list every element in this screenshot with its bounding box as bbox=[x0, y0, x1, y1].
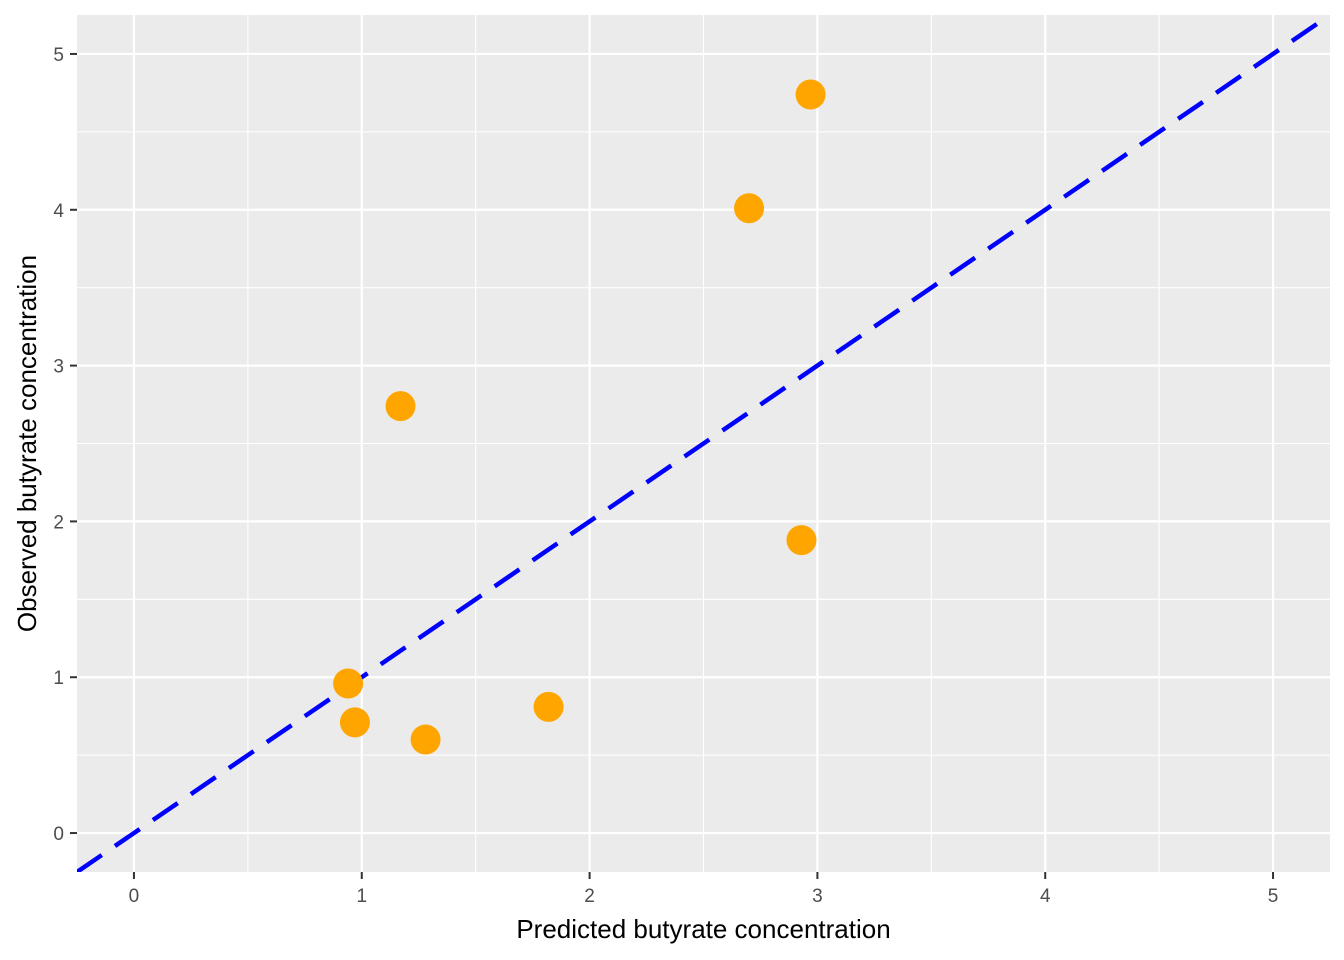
data-point bbox=[795, 79, 826, 110]
data-point bbox=[410, 724, 441, 755]
y-tick-label: 1 bbox=[53, 668, 64, 689]
y-tick-label: 4 bbox=[53, 201, 64, 222]
x-tick-label: 3 bbox=[812, 886, 823, 907]
x-tick-label: 2 bbox=[584, 886, 595, 907]
x-axis-title: Predicted butyrate concentration bbox=[516, 914, 890, 944]
plot-area bbox=[77, 15, 1330, 872]
x-tick-label: 1 bbox=[356, 886, 367, 907]
y-axis-ticks: 0 1 2 3 4 5 bbox=[53, 45, 77, 845]
data-point bbox=[385, 391, 416, 422]
data-point bbox=[533, 691, 564, 722]
data-point bbox=[333, 668, 364, 699]
y-tick-label: 5 bbox=[53, 45, 64, 66]
major-gridlines bbox=[77, 15, 1330, 872]
identity-reference-line bbox=[77, 15, 1330, 872]
x-axis-ticks: 0 1 2 3 4 5 bbox=[129, 872, 1279, 907]
y-tick-label: 2 bbox=[53, 512, 64, 533]
data-point bbox=[786, 525, 817, 556]
data-point bbox=[734, 193, 765, 224]
data-points bbox=[333, 79, 826, 755]
x-tick-label: 4 bbox=[1040, 886, 1051, 907]
x-tick-label: 0 bbox=[129, 886, 140, 907]
x-tick-label: 5 bbox=[1268, 886, 1279, 907]
y-tick-label: 0 bbox=[53, 824, 64, 845]
y-axis-title: Observed butyrate concentration bbox=[12, 255, 42, 632]
y-tick-label: 3 bbox=[53, 357, 64, 378]
data-point bbox=[339, 707, 370, 738]
